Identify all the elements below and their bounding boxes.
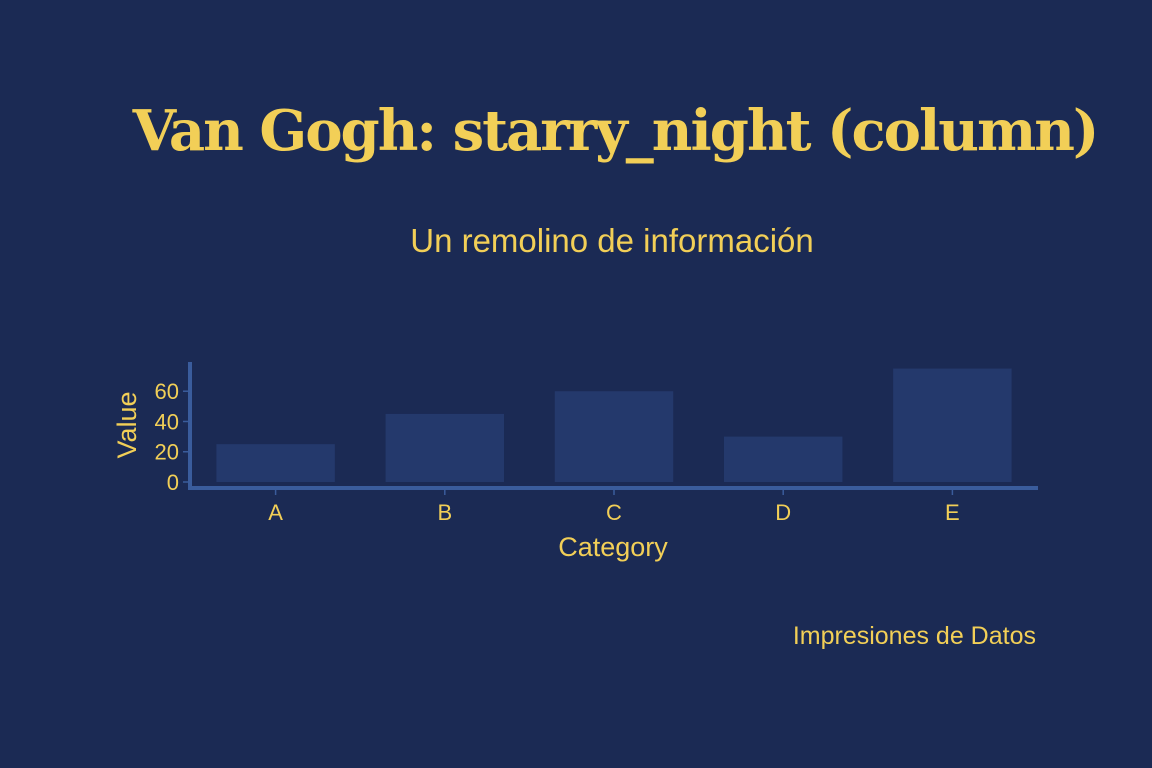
- y-tick-label-40: 40: [155, 409, 179, 434]
- x-tick-label-C: C: [606, 500, 622, 525]
- chart-title: Van Gogh: starry_night (column): [132, 98, 1100, 164]
- axes-layer: [183, 362, 1038, 495]
- y-tick-label-0: 0: [167, 470, 179, 495]
- x-axis-title: Category: [558, 532, 668, 562]
- y-axis-title: Value: [112, 391, 142, 458]
- x-tick-label-D: D: [775, 500, 791, 525]
- chart-caption: Impresiones de Datos: [792, 622, 1036, 650]
- bar-C: [554, 391, 674, 482]
- bar-A: [216, 444, 335, 482]
- x-tick-label-E: E: [945, 500, 960, 525]
- bar-B: [385, 413, 505, 482]
- bar-E: [893, 368, 1012, 482]
- y-tick-label-20: 20: [155, 440, 179, 465]
- x-tick-label-B: B: [437, 500, 452, 525]
- x-tick-label-A: A: [268, 500, 283, 525]
- chart-subtitle: Un remolino de información: [410, 222, 814, 259]
- labels-layer: A B C D E 0 20 40 60: [155, 379, 960, 525]
- bar-D: [723, 436, 843, 482]
- y-tick-label-60: 60: [155, 379, 179, 404]
- bars-layer: [216, 368, 1012, 482]
